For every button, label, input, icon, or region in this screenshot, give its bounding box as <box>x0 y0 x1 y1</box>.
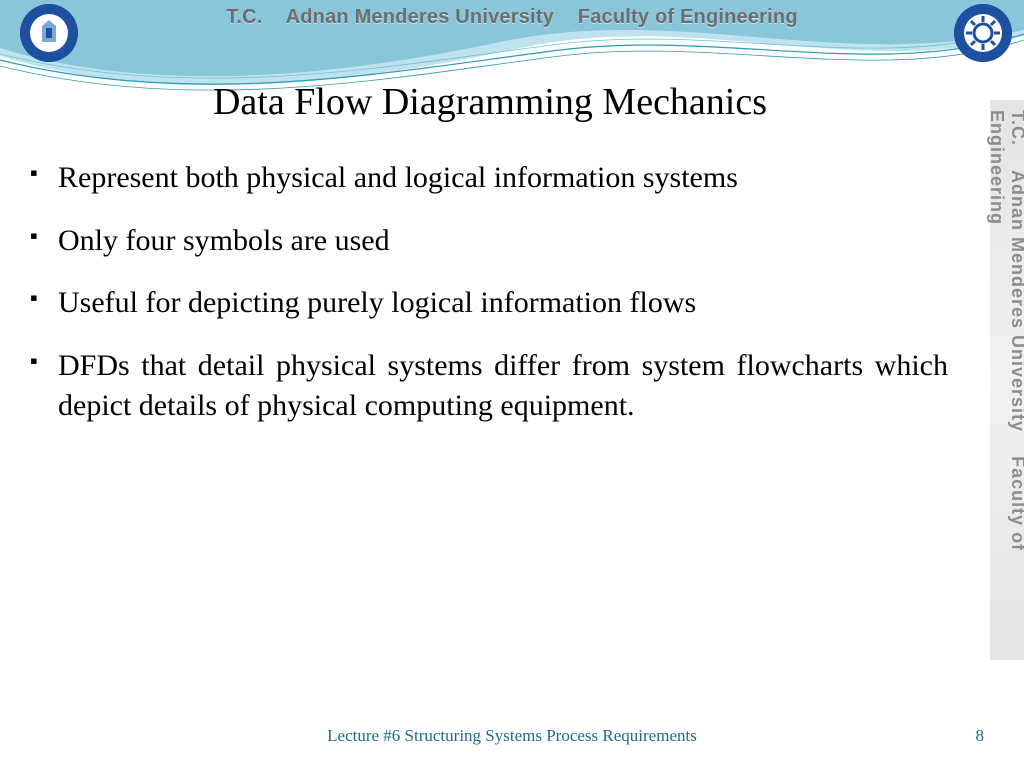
bullet-list: Represent both physical and logical info… <box>28 158 948 427</box>
header-banner: T.C. Adnan Menderes University Faculty o… <box>0 0 1024 70</box>
header-text: T.C. Adnan Menderes University Faculty o… <box>0 6 1024 29</box>
header-seg2: Adnan Menderes University <box>286 6 554 28</box>
side-banner-text: T.C. Adnan Menderes University Faculty o… <box>986 100 1024 660</box>
list-item: Represent both physical and logical info… <box>28 158 948 199</box>
side-seg2: Adnan Menderes University <box>1007 170 1024 432</box>
university-logo-left <box>20 4 78 62</box>
list-item: Only four symbols are used <box>28 221 948 262</box>
side-banner: T.C. Adnan Menderes University Faculty o… <box>990 100 1024 660</box>
header-seg1: T.C. <box>226 6 262 28</box>
footer-lecture: Lecture #6 Structuring Systems Process R… <box>0 726 1024 746</box>
page-number: 8 <box>976 726 985 746</box>
faculty-logo-right <box>954 4 1012 62</box>
list-item: DFDs that detail physical systems differ… <box>28 346 948 427</box>
list-item: Useful for depicting purely logical info… <box>28 283 948 324</box>
side-seg1: T.C. <box>1007 110 1024 146</box>
header-seg3: Faculty of Engineering <box>578 6 798 28</box>
slide: T.C. Adnan Menderes University Faculty o… <box>0 0 1024 768</box>
slide-title: Data Flow Diagramming Mechanics <box>0 80 980 124</box>
content-area: Represent both physical and logical info… <box>28 158 948 449</box>
